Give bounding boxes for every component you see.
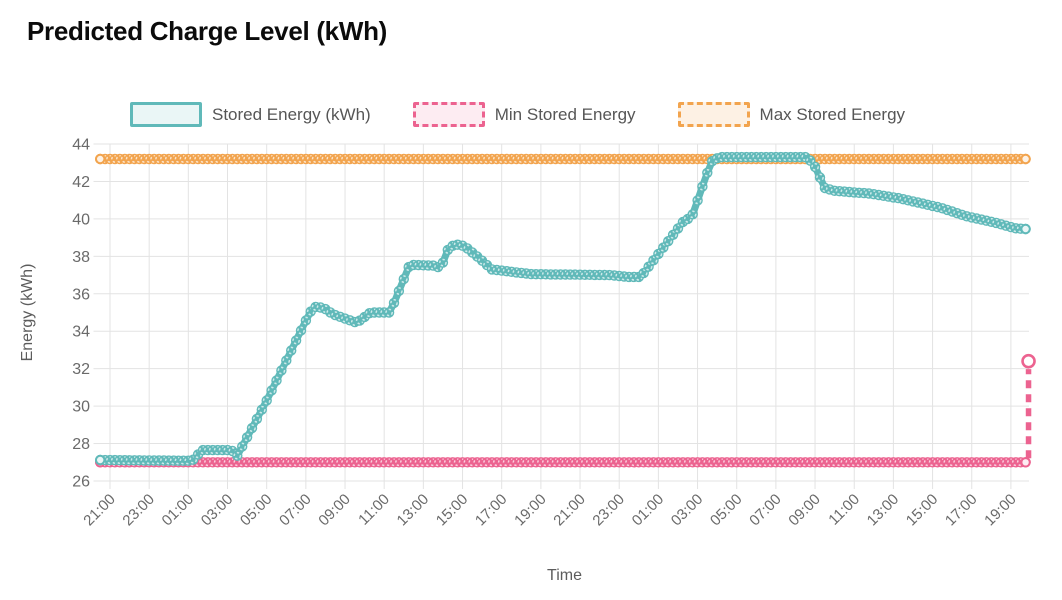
svg-text:23:00: 23:00 <box>589 491 628 530</box>
series-min-stored-energy <box>95 353 1036 468</box>
svg-text:38: 38 <box>72 249 90 266</box>
min-stored-energy-swatch-icon <box>412 102 485 127</box>
svg-text:19:00: 19:00 <box>511 491 550 530</box>
svg-text:09:00: 09:00 <box>785 491 824 530</box>
legend-item-max-stored-energy[interactable]: Max Stored Energy <box>677 102 906 127</box>
min-end-jump-marker <box>1021 353 1036 369</box>
svg-text:03:00: 03:00 <box>668 491 707 530</box>
svg-text:03:00: 03:00 <box>198 491 237 530</box>
svg-text:07:00: 07:00 <box>276 491 315 530</box>
svg-text:40: 40 <box>72 211 90 228</box>
stored-energy-swatch-icon <box>130 102 202 127</box>
svg-text:23:00: 23:00 <box>119 491 158 530</box>
legend-label: Stored Energy (kWh) <box>212 104 371 124</box>
grid <box>93 143 1029 489</box>
svg-text:17:00: 17:00 <box>942 491 981 530</box>
svg-text:11:00: 11:00 <box>355 491 393 529</box>
legend-item-min-stored-energy[interactable]: Min Stored Energy <box>412 102 636 127</box>
svg-text:26: 26 <box>72 473 90 490</box>
svg-text:07:00: 07:00 <box>746 491 785 530</box>
y-axis-title: Energy (kWh) <box>19 264 36 362</box>
legend-label: Max Stored Energy <box>759 104 906 124</box>
svg-text:42: 42 <box>72 174 90 191</box>
svg-text:30: 30 <box>72 399 90 416</box>
svg-text:19:00: 19:00 <box>981 491 1020 530</box>
page-title: Predicted Charge Level (kWh) <box>27 16 388 46</box>
svg-text:11:00: 11:00 <box>825 491 863 529</box>
svg-text:34: 34 <box>72 324 90 341</box>
svg-text:15:00: 15:00 <box>433 491 472 530</box>
series-stored-energy <box>95 151 1031 466</box>
svg-text:13:00: 13:00 <box>864 491 903 530</box>
svg-text:28: 28 <box>72 436 90 453</box>
svg-text:01:00: 01:00 <box>159 491 198 530</box>
chart-legend: Stored Energy (kWh) Min Stored Energy Ma… <box>130 102 905 127</box>
svg-text:21:00: 21:00 <box>550 491 589 530</box>
svg-text:36: 36 <box>72 286 90 303</box>
svg-text:21:00: 21:00 <box>80 491 119 530</box>
svg-text:13:00: 13:00 <box>394 491 433 530</box>
svg-text:05:00: 05:00 <box>707 491 746 530</box>
axis-titles: Time Energy (kWh) <box>19 264 582 584</box>
svg-text:17:00: 17:00 <box>472 491 511 530</box>
series-max-stored-energy <box>95 153 1031 165</box>
svg-text:01:00: 01:00 <box>629 491 668 530</box>
svg-text:32: 32 <box>72 361 90 378</box>
svg-text:09:00: 09:00 <box>315 491 354 530</box>
svg-text:44: 44 <box>72 137 90 154</box>
svg-text:05:00: 05:00 <box>237 491 276 530</box>
legend-item-stored-energy[interactable]: Stored Energy (kWh) <box>130 102 371 127</box>
x-axis-title: Time <box>547 567 582 584</box>
legend-label: Min Stored Energy <box>494 104 636 124</box>
max-stored-energy-swatch-icon <box>677 102 750 127</box>
svg-text:15:00: 15:00 <box>903 491 942 530</box>
